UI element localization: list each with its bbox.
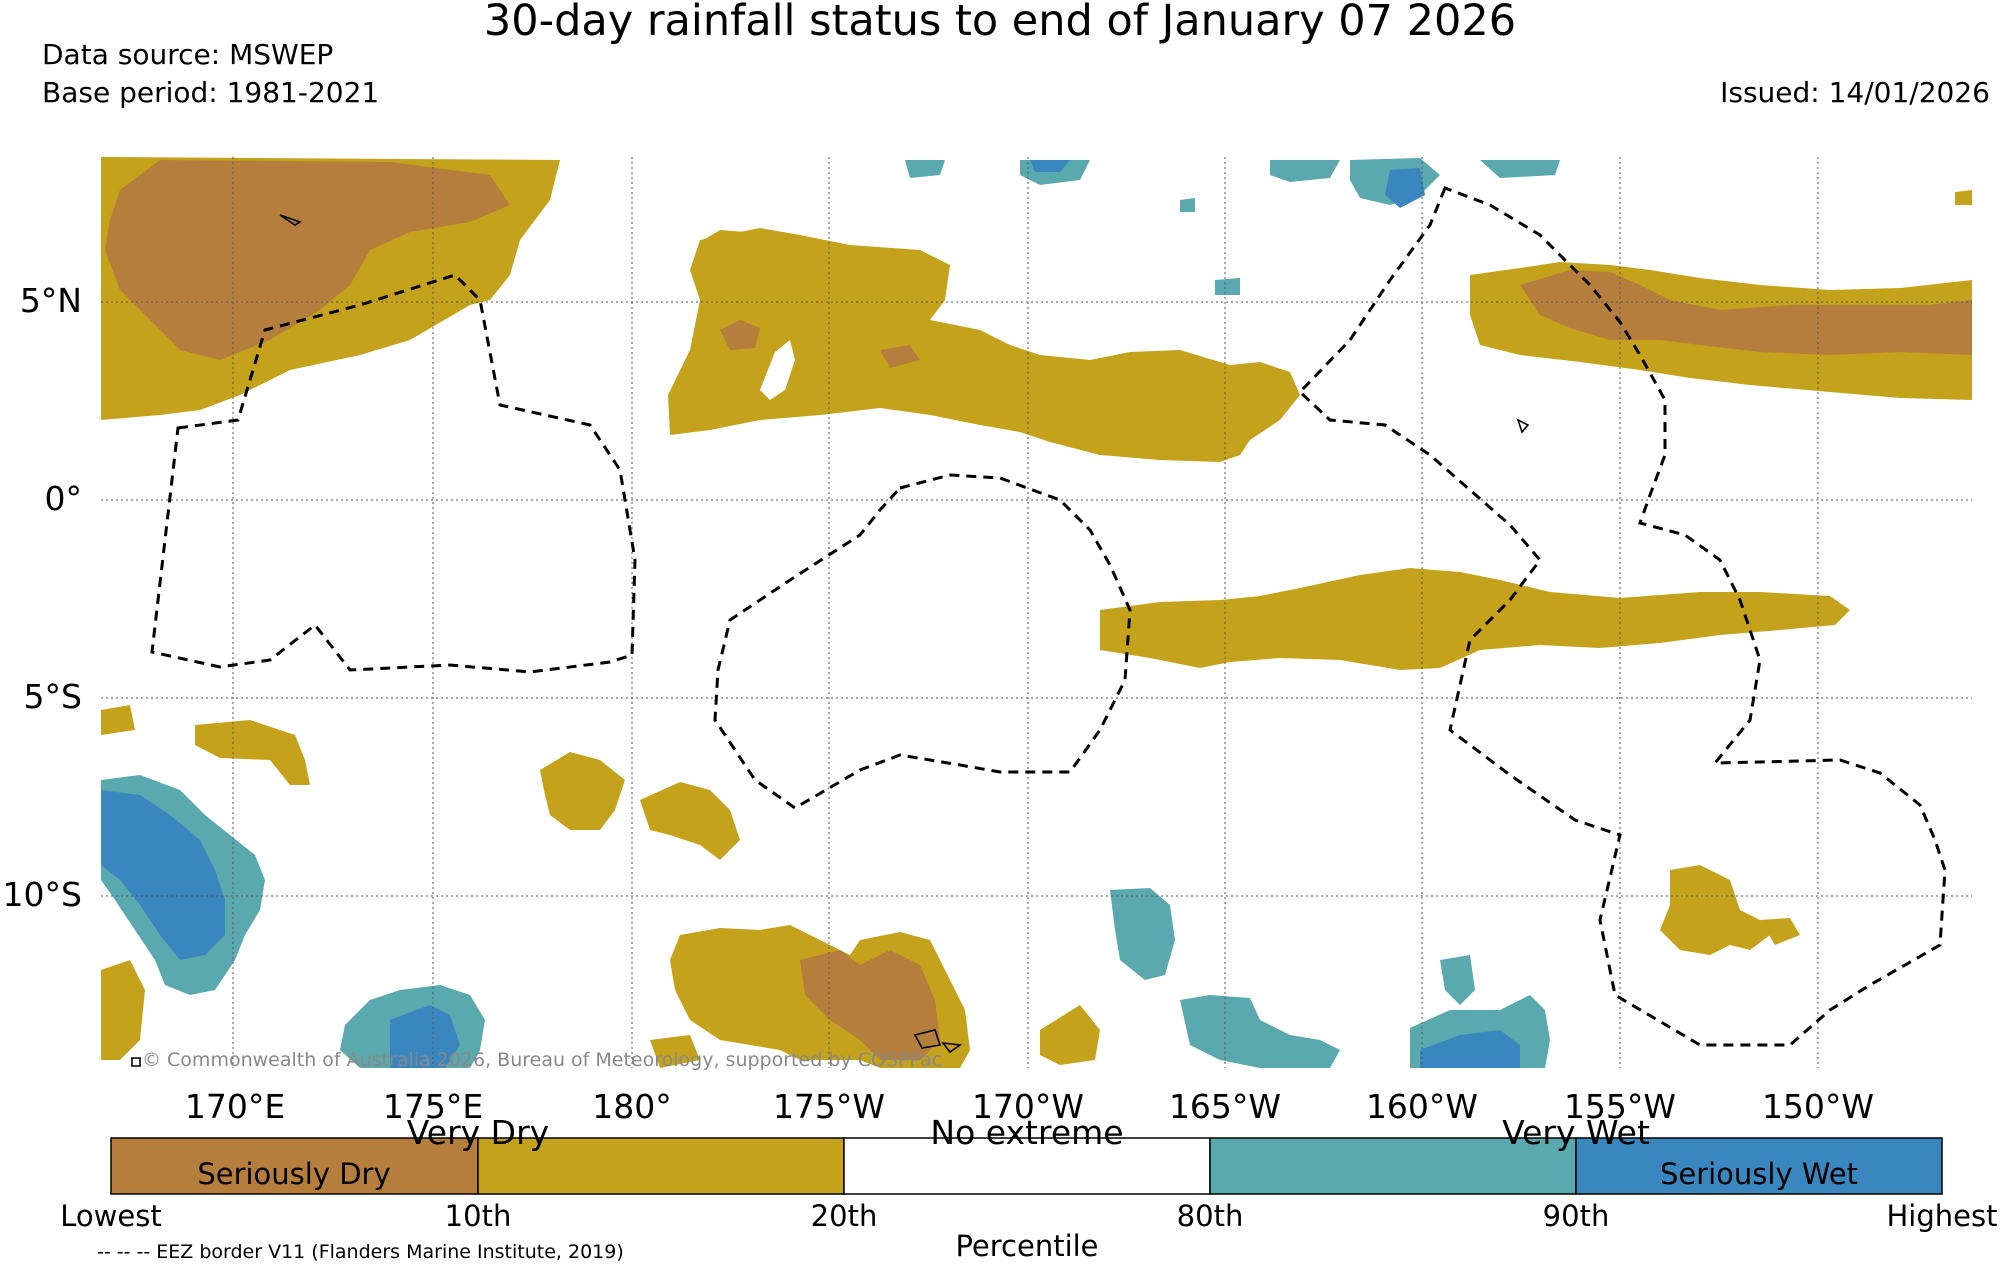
- lat-label-0: 0°: [45, 479, 83, 518]
- colorbar-label-seriously-wet: Seriously Wet: [1660, 1157, 1858, 1191]
- eez-border-central: [713, 473, 1132, 810]
- dry-region-east-edge: [1955, 190, 1972, 205]
- island-3: [131, 1057, 141, 1067]
- colorbar-very-dry: [477, 1137, 845, 1195]
- colorbar-axis-label: Percentile: [955, 1229, 1098, 1263]
- wet-region-north-2: [1270, 160, 1340, 182]
- lon-label-170w: 170°W: [972, 1087, 1084, 1126]
- colorbar-tick-lowest: Lowest: [60, 1199, 161, 1233]
- colorbar-category-no-extreme: No extreme: [930, 1113, 1123, 1152]
- colorbar-tick-highest: Highest: [1887, 1199, 1998, 1233]
- dry-region-sw-3: [640, 782, 740, 860]
- lat-label-5n: 5°N: [20, 281, 82, 320]
- lon-label-165w: 165°W: [1169, 1087, 1281, 1126]
- eez-border-west: [150, 273, 637, 674]
- seriously-dry-ne: [1520, 270, 1972, 355]
- dry-region-north-small: [700, 230, 745, 250]
- lon-label-175w: 175°W: [773, 1087, 885, 1126]
- wet-region-north-4: [1480, 160, 1560, 178]
- lat-label-5s: 5°S: [24, 677, 82, 716]
- colorbar-category-very-wet: Very Wet: [1502, 1113, 1650, 1152]
- data-source-label: Data source: MSWEP: [42, 38, 334, 71]
- dry-region-se: [1660, 865, 1770, 955]
- wet-region-south-2: [1110, 888, 1175, 980]
- dry-region-sw-1: [195, 720, 310, 785]
- wet-region-south-5: [1440, 955, 1475, 1005]
- issued-date-label: Issued: 14/01/2026: [1720, 76, 1990, 109]
- islands: [131, 214, 1530, 1067]
- colorbar: Very Dry No extreme Very Wet Seriously D…: [60, 1113, 1997, 1263]
- colorbar-tick-10th: 10th: [445, 1199, 512, 1233]
- island-1: [913, 1029, 942, 1049]
- seriously-dry-nw: [105, 160, 510, 360]
- seriously-wet-north: [1385, 168, 1425, 208]
- colorbar-tick-20th: 20th: [811, 1199, 878, 1233]
- lat-label-10s: 10°S: [3, 875, 82, 914]
- island-4: [1516, 418, 1530, 434]
- base-period-label: Base period: 1981-2021: [42, 76, 380, 109]
- dry-region-central-north: [668, 228, 1300, 462]
- dry-region-south-small-2: [1040, 1005, 1100, 1065]
- map-title: 30-day rainfall status to end of January…: [483, 0, 1517, 46]
- wet-region-small-2: [1180, 198, 1195, 212]
- seriously-dry-central-1: [720, 320, 760, 350]
- eez-legend-note: -- -- -- EEZ border V11 (Flanders Marine…: [97, 1241, 624, 1263]
- eez-border-east: [1297, 186, 1947, 1047]
- lon-label-180: 180°: [592, 1087, 672, 1126]
- island-2: [941, 1041, 963, 1054]
- island-5: [279, 214, 302, 226]
- lon-label-150w: 150°W: [1762, 1087, 1874, 1126]
- dry-region-se-small: [1760, 918, 1800, 945]
- dry-region-sw-2: [540, 752, 625, 830]
- wet-region-south-3: [1180, 995, 1340, 1068]
- lon-label-175e: 175°E: [383, 1087, 483, 1126]
- seriously-dry-central-2: [880, 345, 920, 368]
- seriously-dry-south: [800, 950, 940, 1060]
- colorbar-tick-90th: 90th: [1543, 1199, 1610, 1233]
- seriously-wet-north-2: [1030, 160, 1070, 172]
- colorbar-label-seriously-dry: Seriously Dry: [197, 1157, 390, 1191]
- lon-label-170e: 170°E: [185, 1087, 285, 1126]
- colorbar-tick-80th: 80th: [1177, 1199, 1244, 1233]
- lon-label-155w: 155°W: [1564, 1087, 1676, 1126]
- eez-borders: [150, 186, 1947, 1047]
- lon-label-160w: 160°W: [1366, 1087, 1478, 1126]
- rainfall-anomaly-regions: [101, 157, 1972, 1068]
- no-extreme-hole: [760, 340, 795, 400]
- colorbar-seriously-wet: [1575, 1137, 1943, 1195]
- seriously-wet-south-1: [390, 1005, 460, 1068]
- copyright-notice: © Commonwealth of Australia 2026, Bureau…: [142, 1049, 942, 1071]
- wet-region-small-1: [1215, 278, 1240, 295]
- colorbar-very-wet: [1209, 1137, 1577, 1195]
- dry-region-south-small-1: [650, 1035, 700, 1068]
- seriously-wet-sw: [101, 790, 225, 960]
- dry-region-sw-5: [101, 960, 145, 1060]
- seriously-wet-south-2: [1420, 1030, 1520, 1068]
- colorbar-category-very-dry: Very Dry: [407, 1113, 549, 1152]
- dry-region-sw-4: [101, 705, 135, 735]
- wet-region-north-5: [905, 160, 945, 178]
- dry-region-equatorial-band: [1100, 568, 1850, 670]
